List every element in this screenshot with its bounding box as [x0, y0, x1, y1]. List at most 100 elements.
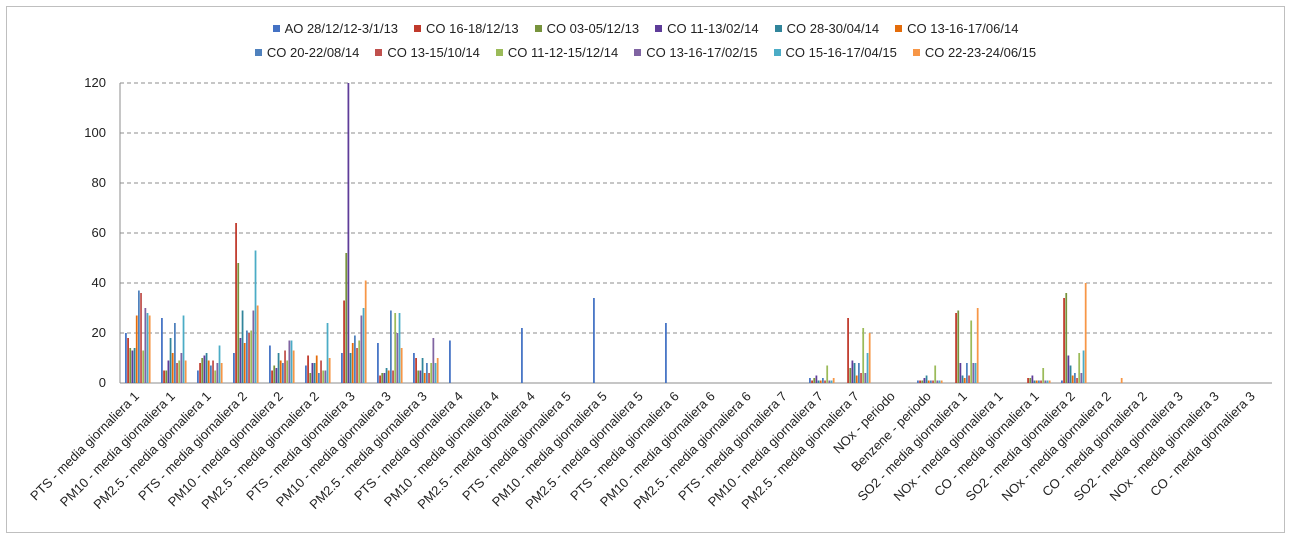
bar: [343, 300, 345, 383]
bar: [1065, 293, 1068, 383]
bar: [394, 313, 397, 383]
bar: [968, 375, 970, 383]
bar: [307, 355, 309, 383]
bar: [218, 345, 221, 383]
bar: [830, 380, 833, 383]
bar: [1078, 353, 1081, 383]
legend-label: CO 20-22/08/14: [266, 44, 360, 60]
bar: [354, 335, 356, 383]
bar: [144, 308, 147, 383]
bar: [233, 353, 235, 383]
legend-row: CO 20-22/08/14 CO 13-15/10/14 CO 11-12-15/…: [0, 42, 1291, 62]
bar: [415, 358, 417, 383]
bar: [1076, 378, 1078, 383]
bar: [398, 313, 401, 383]
bar: [146, 313, 149, 383]
bar: [248, 333, 250, 383]
bar: [180, 353, 183, 383]
bar: [824, 380, 826, 383]
bar: [521, 328, 523, 383]
bar: [235, 223, 237, 383]
bar: [271, 370, 273, 383]
bar: [176, 363, 178, 383]
bar: [305, 365, 307, 383]
legend-swatch: [414, 24, 422, 32]
bar: [165, 370, 168, 383]
bar: [1033, 380, 1036, 383]
bar: [419, 370, 422, 383]
bar: [239, 338, 242, 383]
bar: [449, 340, 451, 383]
bar: [1048, 380, 1051, 383]
bar: [976, 308, 979, 383]
bar: [341, 353, 343, 383]
bar: [936, 380, 939, 383]
bar: [432, 338, 435, 383]
bar: [360, 315, 363, 383]
bar: [125, 333, 127, 383]
bar: [313, 363, 316, 383]
bar: [311, 363, 314, 383]
bar: [318, 373, 320, 383]
bar: [436, 358, 439, 383]
bar: [358, 340, 361, 383]
bar: [940, 380, 943, 383]
bar: [866, 353, 869, 383]
bar: [135, 315, 138, 383]
bar: [1029, 378, 1032, 383]
bar: [868, 333, 871, 383]
bar: [246, 330, 248, 383]
bar: [917, 380, 919, 383]
bar: [413, 353, 415, 383]
bar: [216, 363, 219, 383]
legend-item: CO 13-15/10/14: [375, 42, 480, 62]
legend-label: CO 03-05/12/13: [546, 20, 640, 36]
legend-swatch: [534, 24, 542, 32]
bar: [131, 350, 134, 383]
bar: [326, 323, 329, 383]
legend-label: AO 28/12/12-3/1/13: [284, 20, 399, 36]
bar: [167, 360, 170, 383]
bar: [853, 363, 856, 383]
bar: [434, 363, 437, 383]
bar: [220, 363, 223, 383]
bar: [1120, 378, 1123, 383]
legend-swatch: [634, 48, 642, 56]
bar: [377, 343, 379, 383]
bar: [925, 375, 928, 383]
bar: [809, 378, 811, 383]
legend-swatch: [254, 48, 262, 56]
bar: [309, 373, 312, 383]
legend-label: CO 16-18/12/13: [426, 20, 519, 36]
bar: [851, 360, 854, 383]
bar: [428, 373, 430, 383]
y-tick-label: 40: [92, 275, 106, 290]
legend-item: CO 11-13/02/14: [655, 18, 759, 38]
legend-item: CO 13-16-17/02/15: [634, 42, 758, 62]
bar: [256, 305, 259, 383]
bar: [417, 370, 420, 383]
bar: [1038, 380, 1040, 383]
bar: [178, 360, 181, 383]
bar: [1044, 380, 1047, 383]
bar: [203, 355, 206, 383]
y-tick-label: 60: [92, 225, 106, 240]
bar: [938, 380, 941, 383]
bar: [934, 365, 937, 383]
bar: [129, 348, 132, 383]
bar: [163, 370, 165, 383]
bar: [847, 318, 849, 383]
bar: [275, 368, 278, 383]
bar: [385, 368, 388, 383]
bar: [955, 313, 957, 383]
bar: [822, 378, 824, 383]
bar: [292, 350, 295, 383]
bar: [1061, 380, 1063, 383]
bar: [351, 343, 354, 383]
chart-frame: [6, 6, 1285, 533]
bar: [379, 375, 381, 383]
bar: [966, 363, 968, 383]
bar: [254, 250, 257, 383]
bar: [923, 378, 926, 383]
bar: [974, 363, 977, 383]
